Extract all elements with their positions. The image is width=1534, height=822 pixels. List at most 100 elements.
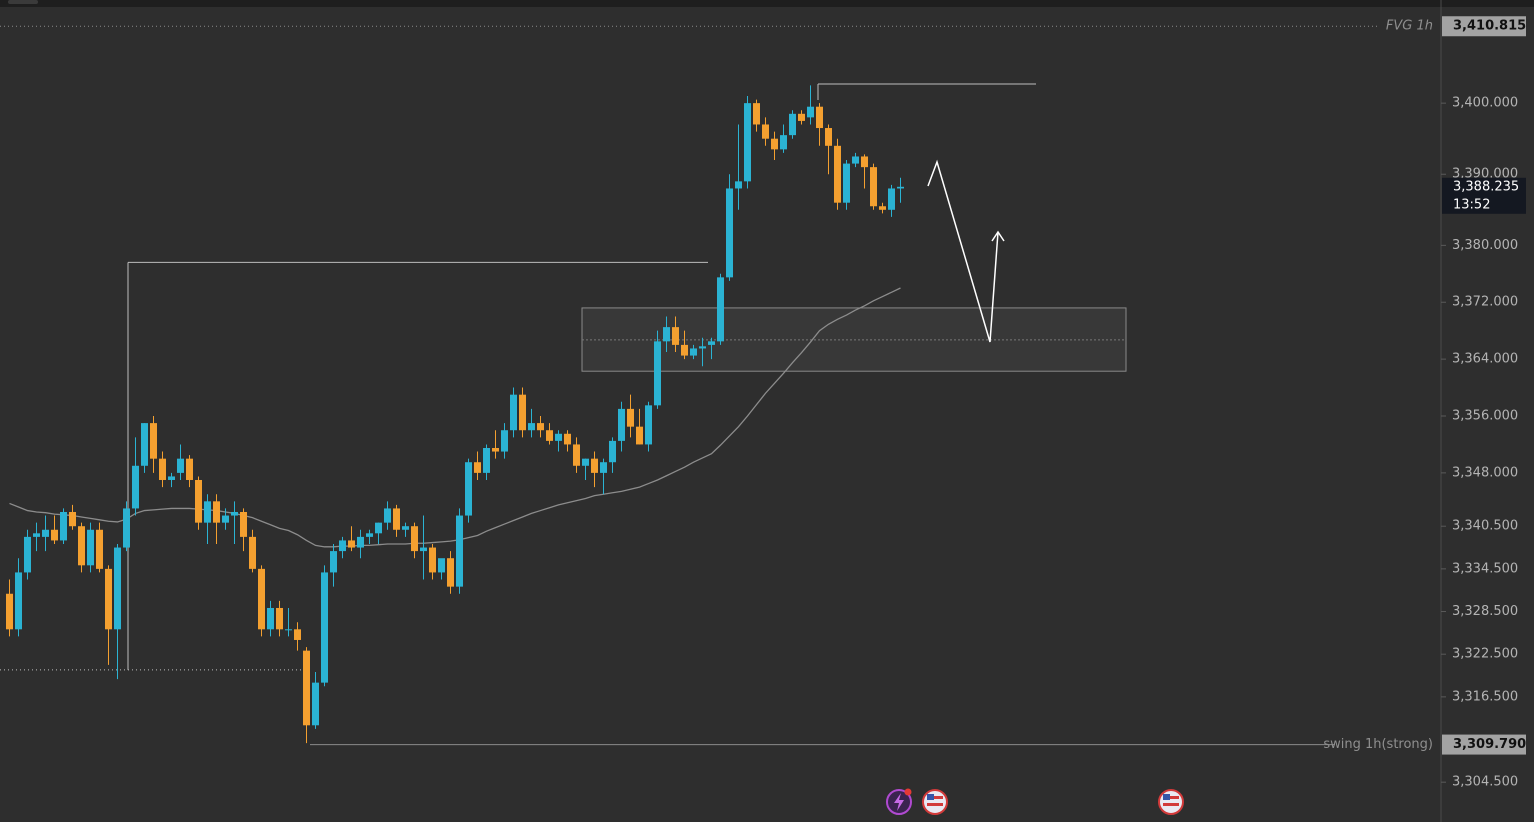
y-tick-label: 3,322.500 <box>1452 647 1518 662</box>
candle-body <box>321 572 328 683</box>
level-name: FVG 1h <box>1386 19 1433 34</box>
candle-body <box>735 181 742 189</box>
candle-body <box>33 533 40 537</box>
plot: 3,400.0003,390.0003,380.0003,372.0003,36… <box>0 83 1518 790</box>
candle-body <box>780 135 787 150</box>
flag-canton <box>927 794 934 800</box>
y-tick-label: 3,372.000 <box>1452 295 1518 310</box>
candle-body <box>897 186 904 189</box>
flag-canton <box>1163 794 1170 800</box>
candle-body <box>555 433 562 441</box>
arrow-head <box>991 230 1005 242</box>
candle-body <box>177 458 184 473</box>
candle-body <box>366 533 373 537</box>
candle-body <box>609 440 616 463</box>
y-tick-label: 3,334.500 <box>1452 561 1518 576</box>
y-tick-label: 3,316.500 <box>1452 689 1518 704</box>
candle-body <box>96 529 103 569</box>
candle-body <box>456 515 463 587</box>
candle-body <box>195 479 202 523</box>
candle-body <box>150 423 157 459</box>
candle-body <box>312 682 319 726</box>
candle-body <box>789 113 796 136</box>
event-badge <box>904 788 912 796</box>
candle-body <box>438 558 445 573</box>
candle-body <box>645 405 652 445</box>
last-price-box <box>1442 177 1526 214</box>
candle-body <box>753 103 760 125</box>
candle-body <box>726 188 733 278</box>
candle-body <box>69 511 76 527</box>
candle-body <box>105 568 112 630</box>
candle-body <box>339 540 346 552</box>
y-tick-label: 3,340.500 <box>1452 519 1518 534</box>
candle-body <box>861 156 868 168</box>
y-tick-label: 3,400.000 <box>1452 96 1518 111</box>
candle-body <box>114 547 121 630</box>
candle-body <box>375 522 382 534</box>
candle-body <box>141 423 148 466</box>
candle-body <box>420 547 427 552</box>
candle-body <box>213 501 220 523</box>
candle-body <box>519 394 526 431</box>
candle-body <box>24 536 31 573</box>
candle-body <box>663 327 670 342</box>
y-tick-label: 3,304.500 <box>1452 775 1518 790</box>
projection-arrow <box>927 159 999 343</box>
candle-body <box>51 529 58 541</box>
candle-body <box>447 558 454 587</box>
flag-stripe <box>927 803 943 806</box>
level-price-label: 3,309.790 <box>1453 737 1526 752</box>
candle-body <box>591 458 598 473</box>
candle-body <box>573 444 580 466</box>
event-icons <box>886 788 1184 815</box>
last-price-label: 3,388.235 <box>1453 179 1519 194</box>
candle-body <box>744 103 751 182</box>
candle-body <box>60 511 67 541</box>
candle-body <box>168 476 175 480</box>
candle-body <box>762 124 769 139</box>
candle-body <box>654 341 661 406</box>
candle-body <box>285 629 292 631</box>
candle-body <box>474 462 481 473</box>
candle-body <box>240 511 247 537</box>
event-icon[interactable] <box>922 789 948 815</box>
candle-body <box>330 551 337 573</box>
level-name: swing 1h(strong) <box>1323 737 1433 752</box>
candle-body <box>528 423 535 431</box>
candle-body <box>42 529 49 537</box>
candle-body <box>771 138 778 150</box>
candle-body <box>807 106 814 118</box>
level-price-label: 3,410.815 <box>1453 19 1526 34</box>
candle-body <box>600 462 607 473</box>
candle-body <box>465 462 472 516</box>
countdown-label: 13:52 <box>1453 197 1490 212</box>
y-tick-label: 3,356.000 <box>1452 409 1518 424</box>
candle-body <box>348 540 355 548</box>
candle-body <box>636 426 643 445</box>
flag-stripe <box>1163 796 1179 799</box>
candle-body <box>618 408 625 441</box>
candle-body <box>888 188 895 210</box>
candle-body <box>402 526 409 530</box>
candle-body <box>276 607 283 630</box>
candle-body <box>87 529 94 566</box>
candle-body <box>564 433 571 445</box>
top-button[interactable] <box>8 0 38 4</box>
y-tick-label: 3,364.000 <box>1452 352 1518 367</box>
candle-body <box>222 515 229 523</box>
candle-body <box>852 156 859 164</box>
candle-body <box>879 206 886 210</box>
candle-body <box>708 341 715 345</box>
y-tick-label: 3,380.000 <box>1452 238 1518 253</box>
candle-body <box>15 572 22 630</box>
event-icon[interactable] <box>1158 789 1184 815</box>
y-tick-label: 3,328.500 <box>1452 604 1518 619</box>
candle-body <box>825 128 832 146</box>
candle-body <box>717 277 724 342</box>
candle-body <box>6 593 13 630</box>
candle-body <box>627 408 634 427</box>
candle-body <box>699 346 706 349</box>
